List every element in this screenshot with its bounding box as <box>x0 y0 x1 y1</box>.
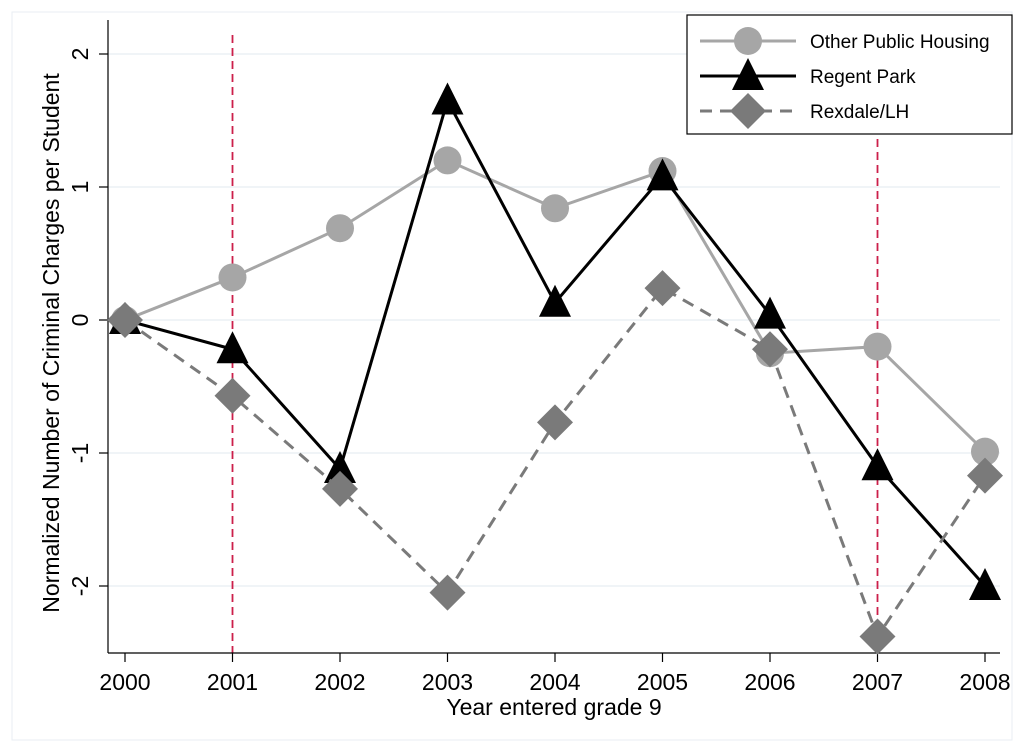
x-axis-title: Year entered grade 9 <box>446 694 661 720</box>
legend-label-1: Regent Park <box>810 67 916 88</box>
data-point-0-7 <box>863 332 892 361</box>
y-tick-label-1: -1 <box>67 443 93 463</box>
axes: -2 -1 0 1 2 2000 2001 2002 2003 2004 2005 2006 2007 2… <box>67 20 1011 695</box>
legend-marker-0 <box>734 27 762 55</box>
data-point-2-4 <box>537 404 573 441</box>
x-tick-label-8: 2008 <box>959 669 1010 695</box>
data-point-1-3 <box>431 82 464 115</box>
x-tick-label-5: 2005 <box>637 669 688 695</box>
y-tick-label-0: -2 <box>67 576 93 596</box>
x-tick-label-3: 2003 <box>422 669 473 695</box>
series-lines <box>107 82 1003 655</box>
data-point-0-8 <box>971 437 999 466</box>
series-2 <box>107 270 1003 655</box>
y-tick-label-2: 0 <box>67 314 93 327</box>
x-tick-label-0: 2000 <box>99 669 150 695</box>
data-point-1-7 <box>861 448 894 481</box>
x-tick-label-6: 2006 <box>744 669 795 695</box>
legend-label-2: Rexdale/LH <box>810 102 909 123</box>
data-point-1-1 <box>216 331 249 364</box>
legend-marker-1 <box>732 58 764 90</box>
data-point-2-7 <box>859 618 896 655</box>
data-point-2-8 <box>967 457 1003 494</box>
data-point-2-2 <box>322 470 358 507</box>
legend-label-0: Other Public Housing <box>810 32 990 53</box>
y-tick-label-4: 2 <box>67 48 93 61</box>
data-point-0-3 <box>433 146 462 175</box>
x-tick-label-2: 2002 <box>314 669 365 695</box>
data-point-0-1 <box>218 263 247 292</box>
data-point-1-8 <box>969 568 1001 600</box>
data-point-1-5 <box>646 158 679 191</box>
x-tick-label-7: 2007 <box>852 669 903 695</box>
legend: Other Public Housing Regent Park Rexdale/L… <box>686 14 1013 135</box>
y-tick-label-3: 1 <box>67 181 93 194</box>
legend-marker-2 <box>730 93 766 129</box>
data-point-1-2 <box>324 450 356 483</box>
data-point-1-4 <box>539 284 571 317</box>
data-point-2-1 <box>214 377 251 414</box>
x-tick-label-4: 2004 <box>529 669 580 695</box>
data-point-0-4 <box>541 194 569 223</box>
data-point-2-5 <box>644 270 681 307</box>
data-point-2-3 <box>429 574 466 611</box>
data-point-2-0 <box>107 302 143 338</box>
data-point-1-6 <box>754 296 786 329</box>
reference-lines <box>231 35 879 653</box>
x-tick-label-1: 2001 <box>207 669 258 695</box>
data-point-0-2 <box>326 214 354 243</box>
data-point-2-6 <box>752 331 788 368</box>
y-axis-title: Normalized Number of Criminal Charges pe… <box>38 73 64 613</box>
